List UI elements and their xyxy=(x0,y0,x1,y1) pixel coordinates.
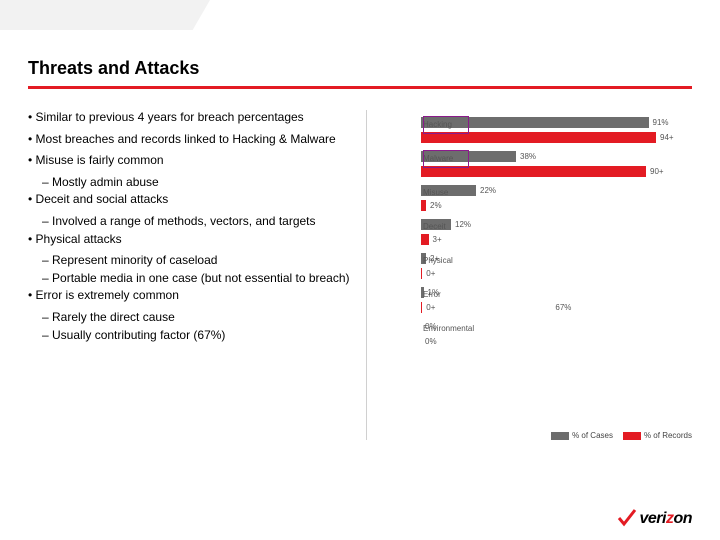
category-label: Deceit xyxy=(423,218,471,231)
bullet-item: Error is extremely common xyxy=(28,288,358,304)
bar-value-label: 22% xyxy=(480,186,496,195)
legend-item: % of Records xyxy=(623,431,692,440)
legend-label: % of Records xyxy=(644,431,692,440)
chart-category: Hacking91%94+ xyxy=(421,116,692,144)
bar-value-label-secondary: 67% xyxy=(555,303,571,312)
legend-swatch xyxy=(623,432,641,440)
bar-value-label: 94+ xyxy=(660,133,674,142)
bullet-sub-item: Represent minority of caseload xyxy=(28,253,358,269)
bar-value-label: 90+ xyxy=(650,167,664,176)
bar-value-label: 0+ xyxy=(426,269,435,278)
bar-value-label: 2% xyxy=(430,201,442,210)
category-label: Environmental xyxy=(423,320,471,333)
legend-swatch xyxy=(551,432,569,440)
bar-records xyxy=(421,234,429,245)
chart-category: Error1%0+67% xyxy=(421,286,692,314)
chart-category: Physical2+0+ xyxy=(421,252,692,280)
bullet-sub-item: Involved a range of methods, vectors, an… xyxy=(28,214,358,230)
header-decoration xyxy=(0,0,720,40)
highlight-box xyxy=(423,116,469,134)
bar-value-label: 0% xyxy=(425,337,437,346)
bullet-item: Most breaches and records linked to Hack… xyxy=(28,132,358,148)
check-icon xyxy=(617,508,637,528)
bullet-sub-item: Mostly admin abuse xyxy=(28,175,358,191)
bullet-item: Physical attacks xyxy=(28,232,358,248)
verizon-logo: verizon xyxy=(617,508,692,528)
category-label: Error xyxy=(423,286,471,299)
bullet-list: Similar to previous 4 years for breach p… xyxy=(28,110,358,440)
title-underline xyxy=(28,86,692,89)
category-label: Misuse xyxy=(423,184,471,197)
bullet-sub-item: Portable media in one case (but not esse… xyxy=(28,271,358,287)
chart-category: Deceit12%3+ xyxy=(421,218,692,246)
bar-value-label: 38% xyxy=(520,152,536,161)
bar-value-label: 91% xyxy=(653,118,669,127)
bullet-sub-item: Rarely the direct cause xyxy=(28,310,358,326)
bullet-item: Deceit and social attacks xyxy=(28,192,358,208)
bar-value-label: 3+ xyxy=(433,235,442,244)
page-title: Threats and Attacks xyxy=(28,58,199,79)
chart-legend: % of Cases % of Records xyxy=(551,431,692,440)
logo-text: verizon xyxy=(639,510,692,528)
category-label: Physical xyxy=(423,252,471,265)
bar-records xyxy=(421,268,422,279)
legend-label: % of Cases xyxy=(572,431,613,440)
content-area: Similar to previous 4 years for breach p… xyxy=(28,110,692,440)
bullet-item: Similar to previous 4 years for breach p… xyxy=(28,110,358,126)
chart-category: Malware38%90+ xyxy=(421,150,692,178)
legend-item: % of Cases xyxy=(551,431,613,440)
bullet-sub-item: Usually contributing factor (67%) xyxy=(28,328,358,344)
threat-chart: Hacking91%94+Malware38%90+Misuse22%2%Dec… xyxy=(366,110,692,440)
chart-category: Misuse 22% 2% xyxy=(421,184,692,212)
highlight-box xyxy=(423,150,469,168)
bar-value-label: 0+ xyxy=(426,303,435,312)
bar-records xyxy=(421,302,422,313)
bar-records xyxy=(421,200,426,211)
bullet-item: Misuse is fairly common xyxy=(28,153,358,169)
chart-category: Environmental0%0% xyxy=(421,320,692,348)
